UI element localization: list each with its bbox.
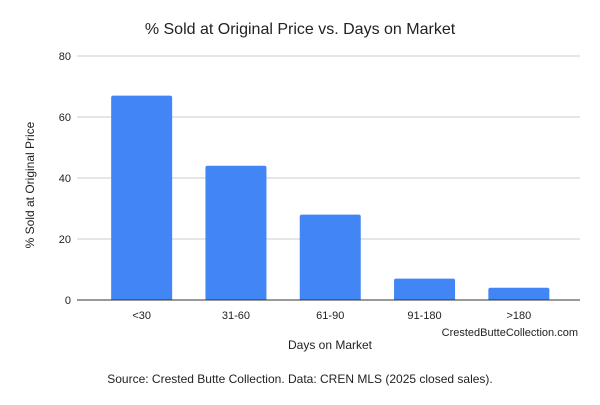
source-note: Source: Crested Butte Collection. Data: … — [107, 372, 493, 386]
x-tick-label: >180 — [506, 310, 531, 322]
bar-<30 — [111, 95, 173, 301]
y-tick-label: 80 — [59, 51, 71, 63]
y-tick-label: 0 — [65, 295, 71, 307]
x-tick-label: 91-180 — [407, 310, 441, 322]
x-tick-label: 61-90 — [316, 310, 344, 322]
bar->180 — [488, 287, 550, 300]
x-tick-label: 31-60 — [222, 310, 250, 322]
y-tick-label: 60 — [59, 112, 71, 124]
y-tick-label: 40 — [59, 173, 71, 185]
x-tick-label: <30 — [132, 310, 151, 322]
y-tick-label: 20 — [59, 234, 71, 246]
x-axis-label: Days on Market — [288, 338, 373, 352]
chart-title: % Sold at Original Price vs. Days on Mar… — [145, 21, 456, 38]
bar-91-180 — [394, 278, 456, 300]
y-axis-label: % Sold at Original Price — [23, 121, 37, 248]
bar-61-90 — [299, 214, 361, 300]
watermark: CrestedButteCollection.com — [442, 327, 578, 339]
bar-31-60 — [205, 165, 267, 300]
